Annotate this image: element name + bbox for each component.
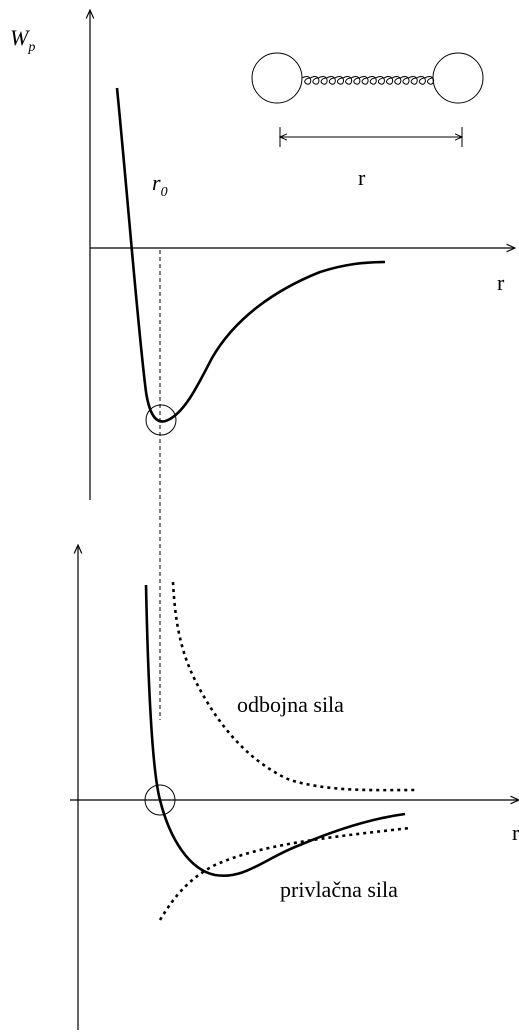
r0-subscript: 0 bbox=[161, 185, 168, 200]
r0-label: r0 bbox=[152, 170, 168, 200]
atom bbox=[251, 52, 303, 104]
spring bbox=[301, 76, 434, 85]
atom bbox=[432, 52, 484, 104]
x-label: r bbox=[497, 270, 505, 295]
potential-curve bbox=[115, 87, 386, 423]
repulsive-curve bbox=[171, 581, 416, 792]
total-force-curve bbox=[144, 584, 406, 878]
attractive-curve bbox=[158, 826, 411, 921]
r0-symbol: r bbox=[152, 170, 161, 195]
y-label-symbol: W bbox=[10, 25, 30, 50]
minimum-marker bbox=[145, 404, 177, 436]
x-label: r bbox=[512, 820, 519, 845]
repulsive-label: odbojna sila bbox=[237, 692, 344, 717]
y-label: Wp bbox=[10, 25, 35, 55]
attractive-label: privlačna sila bbox=[280, 877, 398, 902]
y-label-subscript: p bbox=[27, 40, 35, 55]
equilibrium-marker bbox=[144, 784, 176, 816]
distance-label: r bbox=[358, 165, 366, 190]
